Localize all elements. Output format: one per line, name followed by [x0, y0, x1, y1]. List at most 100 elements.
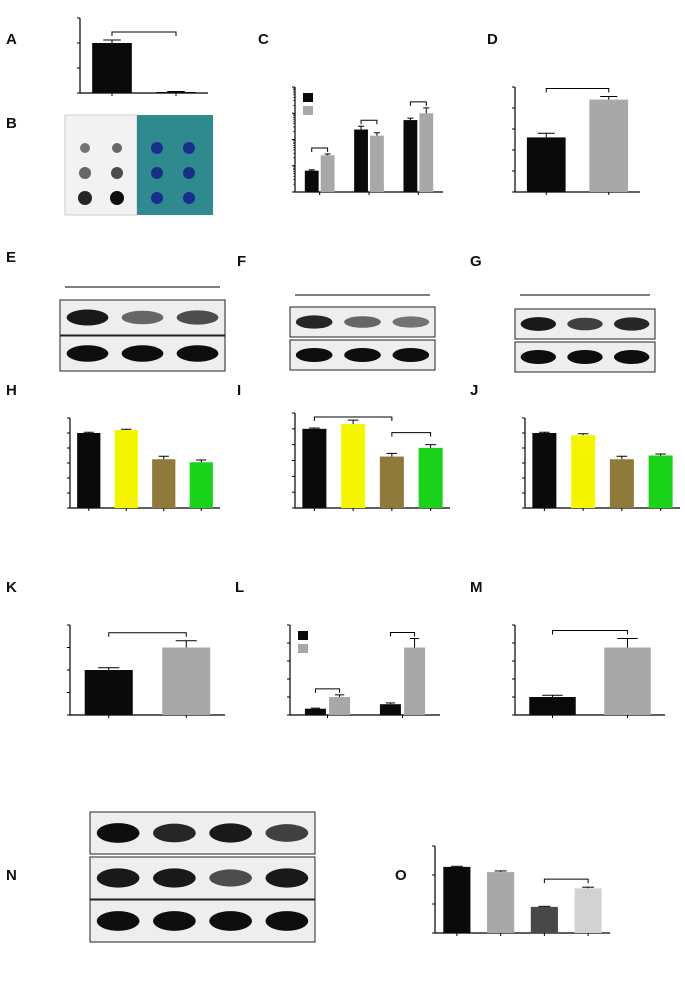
blot-band: [613, 317, 650, 331]
chart-c: [292, 86, 443, 195]
blot-band: [121, 345, 164, 362]
m6a-membrane: [64, 114, 138, 216]
mb-dot: [183, 167, 195, 179]
panel-label-d: D: [487, 31, 498, 48]
panel-label-k: K: [6, 579, 17, 596]
blot-band: [520, 349, 557, 365]
western-blot-n: [89, 811, 316, 943]
bar: [487, 872, 515, 933]
blot-band: [295, 347, 333, 363]
blot-band: [392, 316, 430, 328]
blot-band: [265, 911, 309, 931]
bar: [370, 135, 384, 192]
mb-dot: [151, 192, 163, 204]
m6a-dot: [79, 167, 91, 179]
mb-dot: [151, 142, 163, 154]
bar: [329, 697, 351, 715]
bar: [529, 697, 576, 715]
panel-label-n: N: [6, 867, 17, 884]
bar: [418, 447, 443, 508]
bar: [532, 433, 557, 508]
bar: [84, 670, 133, 715]
significance-bracket: [409, 101, 427, 106]
blot-band: [96, 911, 140, 931]
mb-membrane: [137, 115, 213, 215]
panel-label-j: J: [470, 382, 478, 399]
bar: [156, 92, 196, 93]
m6a-dot: [110, 191, 124, 205]
bar: [530, 906, 558, 933]
panel-label-a: A: [6, 31, 17, 48]
bar: [320, 155, 335, 192]
blot-band: [613, 349, 650, 365]
blot-band: [96, 868, 140, 888]
bar: [114, 430, 138, 508]
significance-bracket: [111, 31, 177, 36]
blot-band: [176, 310, 219, 325]
blot-band: [295, 315, 333, 329]
bar: [189, 462, 213, 508]
legend-swatch: [303, 93, 313, 102]
panel-label-h: H: [6, 382, 17, 399]
panel-label-o: O: [395, 867, 407, 884]
blot-band: [209, 911, 252, 931]
blot-band: [520, 317, 557, 331]
bar: [379, 456, 404, 508]
chart-l: [287, 624, 440, 718]
panel-label-f: F: [237, 253, 246, 270]
bar: [341, 424, 366, 508]
bar: [304, 170, 319, 192]
significance-bracket: [360, 119, 378, 125]
bar: [526, 137, 566, 192]
bar: [302, 428, 327, 508]
bar: [304, 708, 326, 715]
western-blot-f: [289, 294, 436, 371]
western-blot-e: [59, 286, 226, 372]
bar: [404, 647, 426, 715]
bar: [403, 120, 418, 192]
bar: [574, 888, 602, 933]
significance-bracket: [311, 147, 329, 153]
blot-band: [153, 868, 196, 888]
bar: [152, 459, 176, 508]
dot-blot: [64, 114, 213, 216]
bar: [648, 455, 673, 508]
blot-band: [567, 349, 603, 365]
blot-band: [153, 823, 196, 843]
blot-band: [344, 316, 381, 328]
bar: [162, 647, 211, 715]
panel-label-e: E: [6, 249, 16, 266]
blot-band: [66, 345, 109, 362]
blot-band: [344, 347, 381, 363]
legend-swatch: [298, 631, 308, 640]
blot-band: [265, 868, 309, 888]
bar: [604, 647, 651, 715]
significance-bracket: [108, 632, 187, 637]
bar: [379, 704, 401, 715]
mb-dot: [183, 192, 195, 204]
chart-i: [292, 412, 450, 511]
chart-j: [522, 417, 680, 511]
chart-o: [432, 845, 610, 936]
blot-band: [392, 347, 430, 363]
m6a-dot: [111, 167, 123, 179]
significance-bracket: [389, 632, 416, 637]
blot-band: [567, 317, 603, 331]
blot-band: [66, 309, 109, 326]
m6a-dot: [78, 191, 92, 205]
blot-band: [96, 823, 140, 843]
blot-band: [265, 824, 309, 842]
panel-label-b: B: [6, 115, 17, 132]
bar: [609, 459, 634, 508]
m6a-dot: [112, 143, 122, 153]
bar: [77, 433, 101, 508]
chart-k: [67, 624, 225, 718]
legend-swatch: [298, 644, 308, 653]
panel-label-l: L: [235, 579, 244, 596]
bar: [92, 43, 132, 93]
chart-h: [67, 417, 220, 511]
bar: [443, 866, 471, 933]
panel-label-m: M: [470, 579, 483, 596]
significance-bracket: [552, 630, 628, 635]
